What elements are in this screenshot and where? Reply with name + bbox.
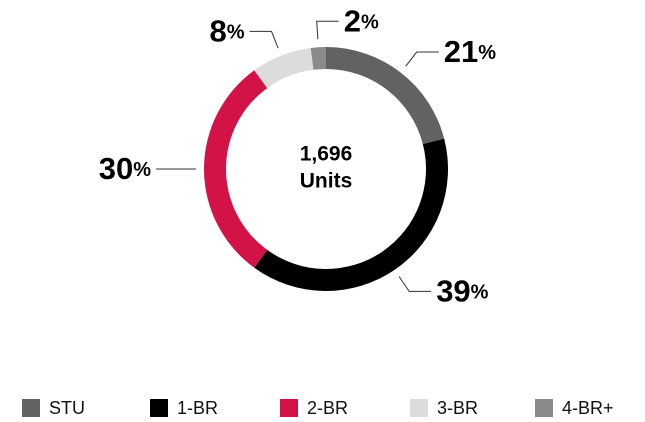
data-label: 30% xyxy=(99,151,151,186)
leader-line xyxy=(398,276,432,292)
leader-line xyxy=(316,20,339,40)
legend-swatch xyxy=(535,399,553,417)
legend-label: STU xyxy=(49,398,85,418)
data-label: 8% xyxy=(209,14,244,49)
legend-swatch xyxy=(280,399,298,417)
legend-label: 1-BR xyxy=(177,398,218,418)
data-label: 2% xyxy=(344,3,379,38)
legend-swatch xyxy=(410,399,428,417)
leader-line xyxy=(405,51,439,67)
legend-label: 2-BR xyxy=(307,398,348,418)
donut-slice xyxy=(310,47,326,70)
donut-slice xyxy=(203,70,268,268)
leader-line xyxy=(249,30,279,49)
data-label: 39% xyxy=(436,274,488,309)
legend-swatch xyxy=(22,399,40,417)
donut-slice xyxy=(326,47,445,145)
donut-slice xyxy=(254,47,314,89)
center-caption: Units xyxy=(300,170,353,193)
donut-slice xyxy=(254,138,448,291)
legend-label: 3-BR xyxy=(437,398,478,418)
legend-label: 4-BR+ xyxy=(562,398,614,418)
center-total: 1,696 xyxy=(300,143,353,166)
data-label: 21% xyxy=(444,34,496,69)
legend-swatch xyxy=(150,399,168,417)
